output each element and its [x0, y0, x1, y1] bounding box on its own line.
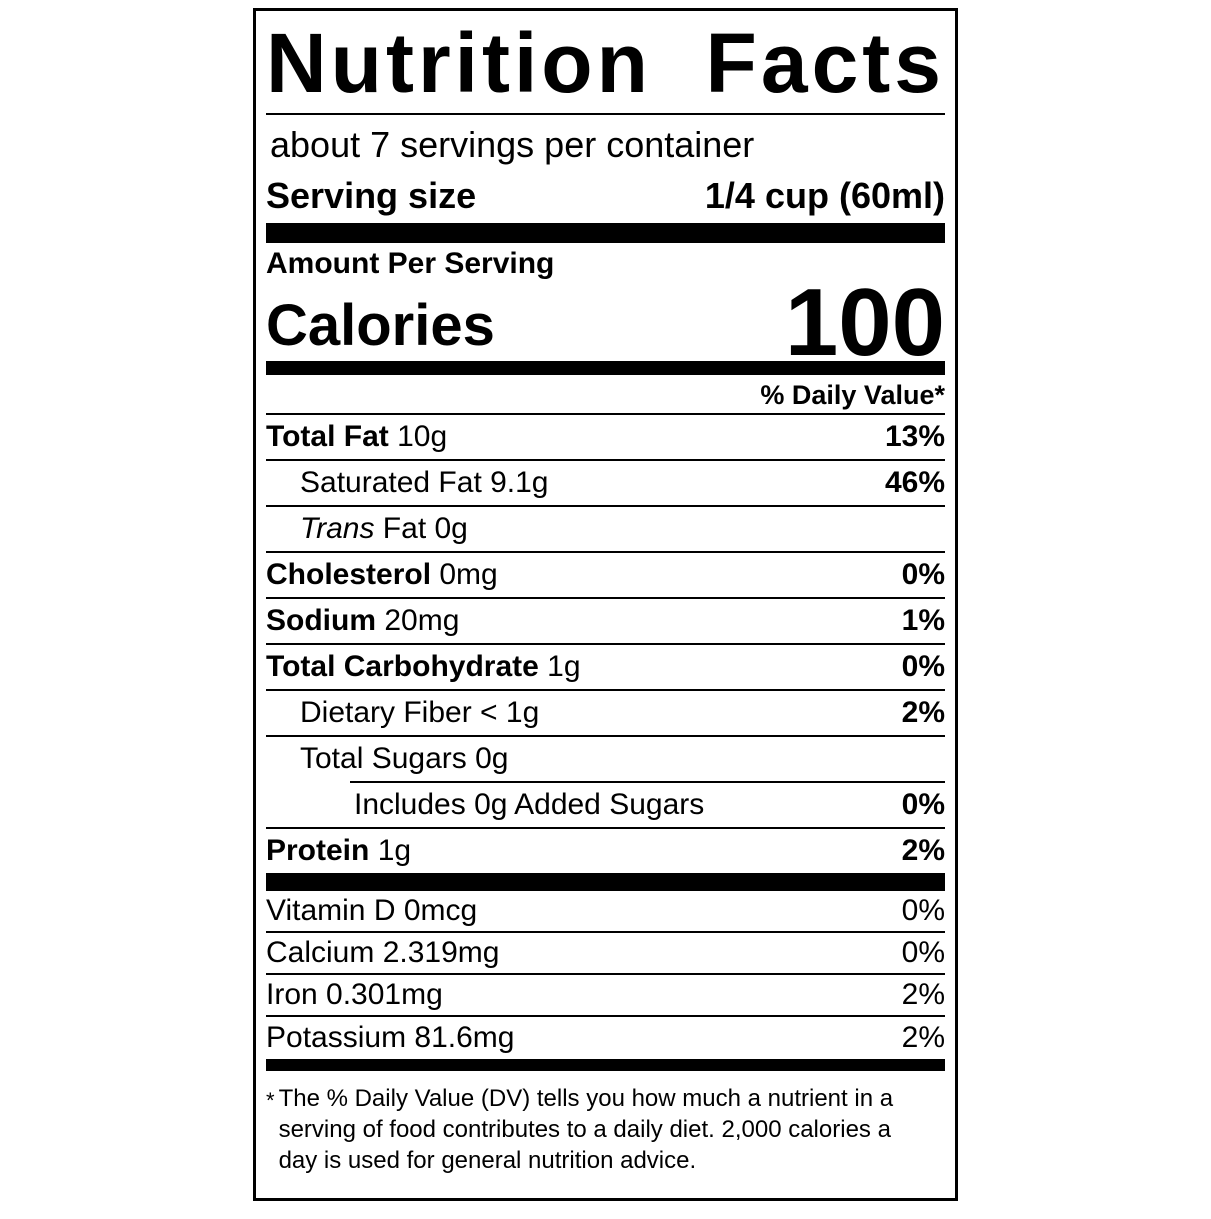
nutrient-name: Saturated Fat 9.1g [300, 466, 549, 499]
calories-row: Calories 100 [266, 269, 945, 376]
serving-size-value: 1/4 cup (60ml) [704, 175, 945, 216]
vitamin-row-iron: Iron 0.301mg 2% [266, 975, 945, 1017]
vitamin-name: Calcium 2.319mg [266, 936, 500, 969]
nutrient-row-total-sugars: Total Sugars 0g [266, 737, 945, 781]
separator-bar [266, 1059, 945, 1071]
divider [266, 827, 945, 829]
nutrient-amount: 0mg [431, 558, 498, 591]
nutrient-row-sodium: Sodium 20mg 1% [266, 599, 945, 645]
nutrient-name: Protein 1g [266, 834, 411, 868]
vitamin-name: Potassium 81.6mg [266, 1021, 515, 1054]
daily-value: 46% [884, 466, 945, 499]
thick-separator-bar [266, 223, 945, 243]
nutrient-name: Sodium 20mg [266, 604, 459, 638]
nutrient-amount: 20mg [376, 604, 460, 637]
nutrition-facts-title: Nutrition Facts [266, 16, 945, 110]
separator-bar [266, 361, 945, 375]
nutrient-row-total-fat: Total Fat 10g 13% [266, 415, 945, 461]
nutrient-name: Total Carbohydrate 1g [266, 650, 581, 684]
nutrient-row-protein: Protein 1g 2% [266, 829, 945, 873]
nutrient-name-bold: Sodium [266, 604, 376, 637]
daily-value: 2% [901, 978, 945, 1011]
nutrient-amount: Fat 0g [374, 512, 468, 545]
vitamin-row-vitamin-d: Vitamin D 0mcg 0% [266, 891, 945, 933]
nutrient-name-bold: Total Carbohydrate [266, 650, 539, 683]
daily-value: 0% [901, 788, 945, 821]
nutrient-row-cholesterol: Cholesterol 0mg 0% [266, 553, 945, 599]
nutrient-name: Trans Fat 0g [266, 512, 468, 546]
daily-value: 0% [901, 894, 945, 927]
serving-size-row: Serving size 1/4 cup (60ml) [266, 169, 945, 223]
vitamin-row-potassium: Potassium 81.6mg 2% [266, 1017, 945, 1059]
nutrient-row-trans-fat: Trans Fat 0g [266, 507, 945, 553]
daily-value: 2% [901, 1021, 945, 1054]
daily-value: 2% [901, 696, 945, 729]
calories-label: Calories [266, 293, 495, 358]
footnote-asterisk: * [266, 1088, 275, 1113]
nutrient-name: Includes 0g Added Sugars [354, 788, 705, 821]
nutrient-amount: 1g [369, 834, 412, 867]
nutrient-name: Total Fat 10g [266, 420, 447, 454]
nutrient-name: Cholesterol 0mg [266, 558, 498, 592]
daily-value: 0% [901, 936, 945, 969]
footnote-text: The % Daily Value (DV) tells you how muc… [278, 1085, 894, 1174]
vitamin-name: Iron 0.301mg [266, 978, 443, 1011]
nutrient-name: Total Sugars 0g [300, 742, 509, 775]
daily-value: 1% [901, 604, 945, 637]
nutrient-row-total-carbohydrate: Total Carbohydrate 1g 0% [266, 645, 945, 691]
daily-value: 13% [884, 420, 945, 453]
nutrient-row-saturated-fat: Saturated Fat 9.1g 46% [266, 461, 945, 507]
nutrient-amount: 10g [388, 420, 448, 453]
calories-value: 100 [784, 269, 945, 376]
vitamin-row-calcium: Calcium 2.319mg 0% [266, 933, 945, 975]
daily-value: 2% [901, 834, 945, 867]
nutrient-name-bold: Cholesterol [266, 558, 432, 591]
nutrient-amount: 1g [538, 650, 581, 683]
nutrition-facts-label: Nutrition Facts about 7 servings per con… [253, 8, 958, 1201]
nutrient-name-bold: Total Fat [266, 420, 389, 453]
nutrient-name-bold: Protein [266, 834, 370, 867]
nutrient-row-added-sugars: Includes 0g Added Sugars 0% [266, 783, 945, 827]
daily-value-header: % Daily Value* [266, 375, 945, 415]
daily-value-footnote: * The % Daily Value (DV) tells you how m… [266, 1071, 945, 1176]
daily-value: 0% [901, 558, 945, 591]
vitamin-name: Vitamin D 0mcg [266, 894, 478, 927]
nutrient-name-italic: Trans [300, 512, 375, 545]
serving-size-label: Serving size [266, 175, 477, 216]
nutrient-name: Dietary Fiber < 1g [300, 696, 540, 729]
servings-per-container: about 7 servings per container [270, 124, 755, 165]
thick-separator-bar [266, 873, 945, 891]
partial-divider [350, 781, 945, 783]
daily-value: 0% [901, 650, 945, 683]
amount-per-serving-label: Amount Per Serving [266, 247, 555, 280]
divider [266, 113, 945, 115]
nutrient-row-dietary-fiber: Dietary Fiber < 1g 2% [266, 691, 945, 737]
